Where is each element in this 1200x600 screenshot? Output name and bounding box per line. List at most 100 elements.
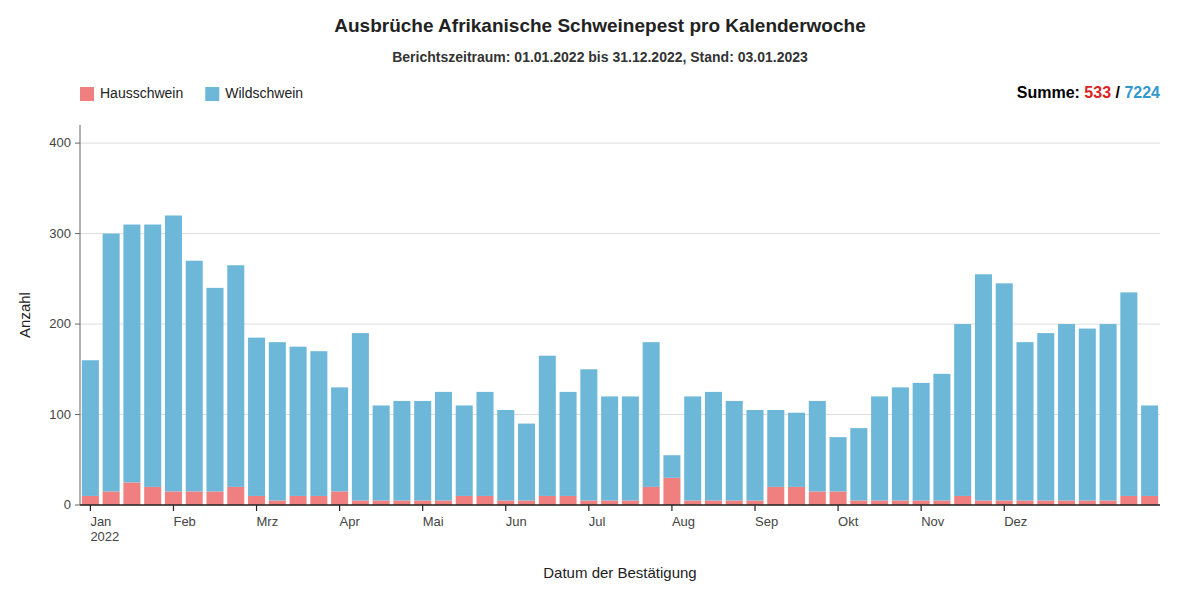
bar — [227, 487, 244, 505]
x-tick — [671, 505, 672, 511]
y-tick-label: 0 — [64, 497, 71, 512]
bar — [186, 491, 203, 505]
x-tick-label: Okt — [838, 514, 859, 529]
bar — [1141, 496, 1158, 505]
legend-item: Wildschwein — [205, 85, 303, 101]
x-tick-label: Sep — [755, 514, 778, 529]
legend: Hausschwein Wildschwein — [80, 85, 303, 101]
chart: Ausbrüche Afrikanische Schweinepest pro … — [0, 0, 1200, 600]
y-tick — [75, 143, 80, 144]
legend-label: Hausschwein — [100, 85, 183, 101]
grid-line — [80, 233, 1160, 234]
x-tick-label: Jun — [506, 514, 527, 529]
bar — [82, 360, 99, 496]
x-tick — [588, 505, 589, 511]
x-tick-label: Apr — [340, 514, 361, 529]
bar — [788, 413, 805, 487]
x-tick-label: Nov — [921, 514, 945, 529]
bar — [206, 491, 223, 505]
x-tick-label: Aug — [672, 514, 695, 529]
x-tick-label-line: Okt — [838, 514, 859, 529]
bar — [601, 396, 618, 500]
bar — [269, 342, 286, 500]
x-tick — [1004, 505, 1005, 511]
y-axis-line — [80, 125, 81, 505]
bar — [123, 482, 140, 505]
bar — [165, 491, 182, 505]
x-tick — [505, 505, 506, 511]
bar — [850, 428, 867, 500]
bar — [705, 392, 722, 501]
x-tick — [422, 505, 423, 511]
bar — [310, 351, 327, 496]
x-tick — [837, 505, 838, 511]
bar — [331, 491, 348, 505]
annotation-part: Summe: — [1017, 84, 1080, 101]
y-axis-label: Anzahl — [16, 292, 33, 338]
legend-label: Wildschwein — [225, 85, 303, 101]
x-tick — [256, 505, 257, 511]
x-tick-label: Mrz — [257, 514, 279, 529]
bar — [82, 496, 99, 505]
bar — [414, 401, 431, 501]
bars — [82, 215, 1158, 505]
x-tick-label: Dez — [1004, 514, 1027, 529]
bar — [622, 396, 639, 500]
bar — [830, 437, 847, 491]
x-tick-label-line: Aug — [672, 514, 695, 529]
bar — [290, 347, 307, 496]
bar — [975, 274, 992, 500]
bar — [123, 225, 140, 483]
x-tick-label: Mai — [423, 514, 444, 529]
annotation: Summe: 533 / 7224 — [1017, 84, 1160, 101]
bar — [456, 405, 473, 495]
bar — [1120, 496, 1137, 505]
legend-swatch — [80, 87, 94, 101]
grid-line — [80, 505, 1160, 506]
x-tick-label-line: Mai — [423, 514, 444, 529]
bar — [580, 369, 597, 500]
bar — [310, 496, 327, 505]
bar — [892, 387, 909, 500]
y-tick-label: 200 — [49, 316, 71, 331]
bar — [643, 487, 660, 505]
y-tick — [75, 414, 80, 415]
bar — [726, 401, 743, 501]
y-tick — [75, 233, 80, 234]
x-tick-label-line: Jan — [90, 514, 111, 529]
x-tick — [921, 505, 922, 511]
bar — [663, 478, 680, 505]
bar — [933, 374, 950, 501]
x-axis-line — [80, 504, 1160, 506]
series-bars — [82, 215, 1158, 500]
bar — [809, 401, 826, 491]
bar — [539, 356, 556, 496]
bar — [435, 392, 452, 501]
bar — [206, 288, 223, 492]
title: Ausbrüche Afrikanische Schweinepest pro … — [334, 15, 865, 36]
x-tick — [339, 505, 340, 511]
bar — [539, 496, 556, 505]
x-tick-label: Feb — [173, 514, 195, 529]
x-tick-label-line: Jul — [589, 514, 606, 529]
bar — [1100, 324, 1117, 500]
bar — [560, 496, 577, 505]
x-tick-label-line: Nov — [921, 514, 945, 529]
bar — [871, 396, 888, 500]
x-tick-label: Jul — [589, 514, 606, 529]
x-tick — [173, 505, 174, 511]
bar — [746, 410, 763, 500]
bar — [954, 324, 971, 496]
grid-line — [80, 143, 1160, 144]
annotation-part: 7224 — [1120, 84, 1160, 101]
bar — [456, 496, 473, 505]
bar — [373, 405, 390, 500]
x-tick — [754, 505, 755, 511]
y-tick-label: 100 — [49, 407, 71, 422]
x-tick-label-line: 2022 — [90, 529, 119, 544]
annotation-part: 533 — [1080, 84, 1111, 101]
bar — [788, 487, 805, 505]
bar — [1120, 292, 1137, 496]
bar — [830, 491, 847, 505]
bar — [913, 383, 930, 501]
